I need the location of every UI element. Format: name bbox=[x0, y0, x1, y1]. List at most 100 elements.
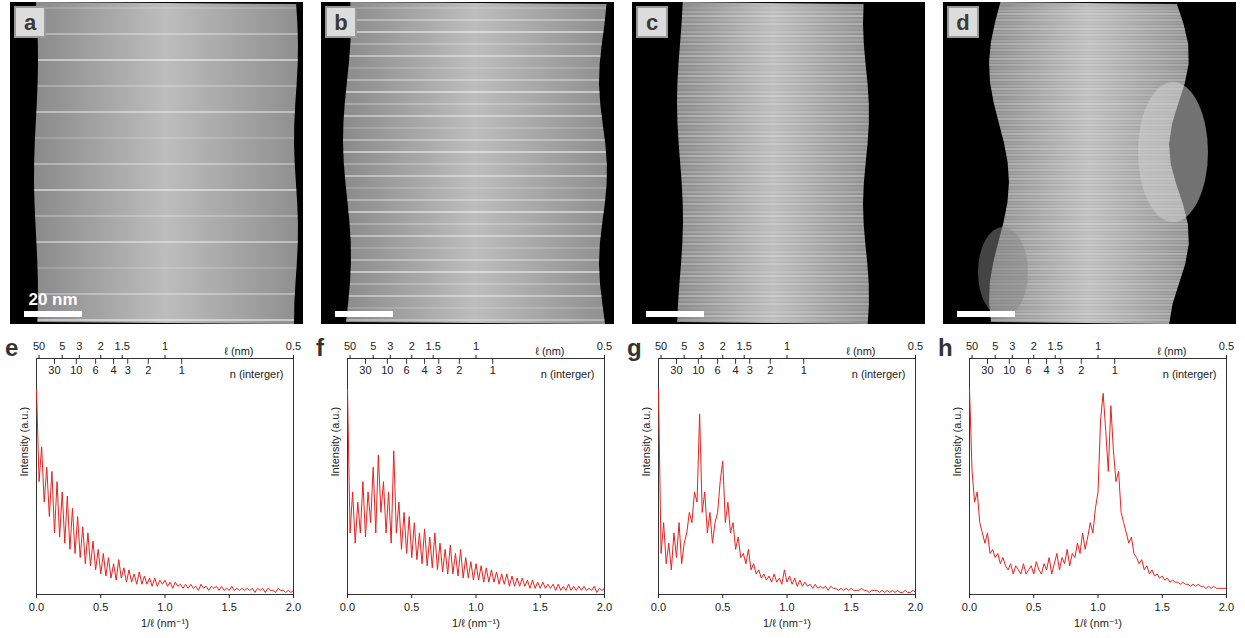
svg-text:6: 6 bbox=[715, 364, 721, 376]
svg-text:1.5: 1.5 bbox=[533, 601, 548, 613]
svg-text:2: 2 bbox=[409, 340, 415, 352]
svg-text:n (interger): n (interger) bbox=[541, 368, 595, 380]
svg-text:1.5: 1.5 bbox=[1048, 340, 1063, 352]
svg-text:30: 30 bbox=[670, 364, 682, 376]
svg-text:0.0: 0.0 bbox=[340, 601, 355, 613]
html-text:h: h bbox=[938, 334, 953, 361]
svg-text:ℓ (nm): ℓ (nm) bbox=[535, 345, 564, 357]
svg-text:5: 5 bbox=[370, 340, 376, 352]
svg-text:ℓ (nm): ℓ (nm) bbox=[224, 345, 253, 357]
svg-text:3: 3 bbox=[125, 364, 131, 376]
svg-text:0.5: 0.5 bbox=[715, 601, 730, 613]
svg-text:1.0: 1.0 bbox=[1090, 601, 1105, 613]
svg-text:1/ℓ (nm⁻¹): 1/ℓ (nm⁻¹) bbox=[1074, 617, 1122, 629]
svg-text:0.5: 0.5 bbox=[286, 340, 301, 352]
svg-text:4: 4 bbox=[111, 364, 117, 376]
svg-text:1/ℓ (nm⁻¹): 1/ℓ (nm⁻¹) bbox=[452, 617, 500, 629]
svg-text:2: 2 bbox=[767, 364, 773, 376]
svg-text:1: 1 bbox=[1095, 340, 1101, 352]
svg-text:10: 10 bbox=[1003, 364, 1015, 376]
svg-text:2: 2 bbox=[145, 364, 151, 376]
svg-text:n (interger): n (interger) bbox=[230, 368, 284, 380]
svg-text:1: 1 bbox=[473, 340, 479, 352]
svg-text:10: 10 bbox=[70, 364, 82, 376]
svg-text:a: a bbox=[24, 10, 37, 35]
svg-text:0.5: 0.5 bbox=[404, 601, 419, 613]
svg-text:2.0: 2.0 bbox=[908, 601, 923, 613]
svg-text:1.5: 1.5 bbox=[1155, 601, 1170, 613]
svg-text:2: 2 bbox=[720, 340, 726, 352]
svg-text:6: 6 bbox=[1026, 364, 1032, 376]
svg-text:1.5: 1.5 bbox=[115, 340, 130, 352]
svg-text:Intensity (a.u.): Intensity (a.u.) bbox=[18, 407, 30, 477]
svg-text:4: 4 bbox=[422, 364, 428, 376]
svg-text:4: 4 bbox=[1044, 364, 1050, 376]
svg-text:0.0: 0.0 bbox=[651, 601, 666, 613]
svg-text:0.0: 0.0 bbox=[29, 601, 44, 613]
svg-text:20 nm: 20 nm bbox=[28, 290, 77, 309]
svg-text:30: 30 bbox=[359, 364, 371, 376]
svg-text:1.5: 1.5 bbox=[737, 340, 752, 352]
svg-text:ℓ (nm): ℓ (nm) bbox=[1157, 345, 1186, 357]
svg-text:d: d bbox=[956, 10, 969, 35]
svg-text:Intensity (a.u.): Intensity (a.u.) bbox=[640, 407, 652, 477]
svg-text:0.5: 0.5 bbox=[93, 601, 108, 613]
svg-text:2.0: 2.0 bbox=[1219, 601, 1234, 613]
svg-text:3: 3 bbox=[436, 364, 442, 376]
svg-text:50: 50 bbox=[33, 340, 45, 352]
svg-text:0.5: 0.5 bbox=[597, 340, 612, 352]
svg-text:5: 5 bbox=[681, 340, 687, 352]
svg-text:5: 5 bbox=[992, 340, 998, 352]
svg-text:0.5: 0.5 bbox=[1219, 340, 1234, 352]
svg-text:1.0: 1.0 bbox=[157, 601, 172, 613]
svg-text:6: 6 bbox=[404, 364, 410, 376]
svg-text:30: 30 bbox=[48, 364, 60, 376]
svg-text:3: 3 bbox=[1058, 364, 1064, 376]
svg-text:1: 1 bbox=[179, 364, 185, 376]
svg-text:0.0: 0.0 bbox=[962, 601, 977, 613]
svg-text:2: 2 bbox=[1078, 364, 1084, 376]
svg-text:ℓ (nm): ℓ (nm) bbox=[846, 345, 875, 357]
svg-text:3: 3 bbox=[387, 340, 393, 352]
svg-text:0.5: 0.5 bbox=[908, 340, 923, 352]
svg-text:1/ℓ (nm⁻¹): 1/ℓ (nm⁻¹) bbox=[763, 617, 811, 629]
svg-text:1.5: 1.5 bbox=[222, 601, 237, 613]
svg-text:Intensity (a.u.): Intensity (a.u.) bbox=[951, 407, 963, 477]
svg-text:1: 1 bbox=[801, 364, 807, 376]
svg-text:50: 50 bbox=[966, 340, 978, 352]
svg-text:4: 4 bbox=[733, 364, 739, 376]
svg-text:1.5: 1.5 bbox=[844, 601, 859, 613]
html-text:e: e bbox=[5, 334, 19, 361]
svg-text:2.0: 2.0 bbox=[286, 601, 301, 613]
svg-text:n (interger): n (interger) bbox=[852, 368, 906, 380]
svg-text:1: 1 bbox=[784, 340, 790, 352]
svg-text:1: 1 bbox=[1112, 364, 1118, 376]
svg-text:1/ℓ (nm⁻¹): 1/ℓ (nm⁻¹) bbox=[141, 617, 189, 629]
svg-text:1: 1 bbox=[490, 364, 496, 376]
svg-text:2: 2 bbox=[98, 340, 104, 352]
svg-text:3: 3 bbox=[76, 340, 82, 352]
svg-text:3: 3 bbox=[698, 340, 704, 352]
svg-text:1: 1 bbox=[162, 340, 168, 352]
svg-text:2.0: 2.0 bbox=[597, 601, 612, 613]
svg-text:6: 6 bbox=[93, 364, 99, 376]
svg-text:Intensity (a.u.): Intensity (a.u.) bbox=[329, 407, 341, 477]
svg-text:1.5: 1.5 bbox=[426, 340, 441, 352]
svg-text:30: 30 bbox=[981, 364, 993, 376]
svg-text:1.0: 1.0 bbox=[779, 601, 794, 613]
svg-text:0.5: 0.5 bbox=[1026, 601, 1041, 613]
svg-text:n (interger): n (interger) bbox=[1163, 368, 1217, 380]
svg-text:2: 2 bbox=[456, 364, 462, 376]
svg-text:5: 5 bbox=[59, 340, 65, 352]
html-text:g: g bbox=[627, 334, 642, 361]
svg-text:2: 2 bbox=[1031, 340, 1037, 352]
svg-text:c: c bbox=[646, 10, 658, 35]
svg-text:3: 3 bbox=[1009, 340, 1015, 352]
svg-text:3: 3 bbox=[747, 364, 753, 376]
svg-text:b: b bbox=[334, 10, 347, 35]
svg-text:10: 10 bbox=[381, 364, 393, 376]
svg-text:50: 50 bbox=[344, 340, 356, 352]
svg-text:50: 50 bbox=[655, 340, 667, 352]
svg-text:10: 10 bbox=[692, 364, 704, 376]
svg-text:1.0: 1.0 bbox=[468, 601, 483, 613]
